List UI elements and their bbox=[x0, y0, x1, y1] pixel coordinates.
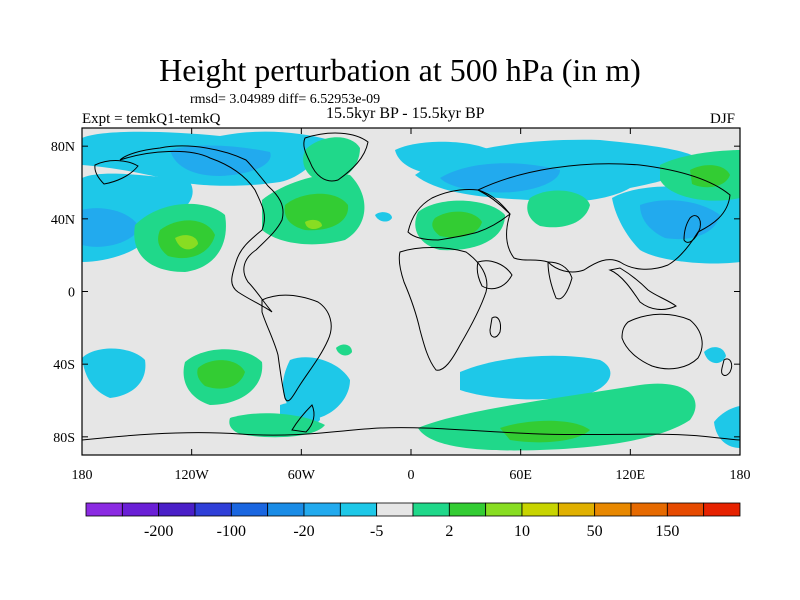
colorbar-label: 50 bbox=[587, 523, 603, 540]
coastlines bbox=[82, 132, 740, 441]
coast-india bbox=[547, 261, 573, 300]
coast-antarctica bbox=[82, 427, 740, 441]
colorbar-swatch bbox=[376, 502, 414, 517]
colorbar-swatch bbox=[666, 502, 705, 517]
colorbar-swatch bbox=[303, 502, 341, 517]
x-tick-label: 180 bbox=[72, 468, 93, 483]
y-tick-label: 40S bbox=[53, 358, 75, 373]
y-tick-label: 40N bbox=[51, 213, 75, 228]
colorbar-swatch bbox=[339, 502, 378, 517]
colorbar-swatch bbox=[267, 502, 305, 517]
neg-region-southern-indian bbox=[460, 355, 611, 400]
colorbar-label: -100 bbox=[217, 523, 246, 540]
x-axis: 180 120W 60W 0 60E 120E 180 bbox=[72, 128, 751, 483]
y-tick-label: 80S bbox=[53, 431, 75, 446]
x-tick-label: 60E bbox=[509, 468, 532, 483]
colorbar-swatch bbox=[85, 502, 123, 517]
pos-core-north-atlantic bbox=[284, 193, 349, 231]
pos-core-europe bbox=[432, 211, 482, 238]
x-tick-label: 60W bbox=[288, 468, 316, 483]
x-tick-label: 120E bbox=[616, 468, 646, 483]
coast-africa bbox=[398, 247, 488, 371]
colorbar-label: 2 bbox=[445, 523, 453, 540]
colorbar-label: -200 bbox=[144, 523, 173, 540]
colorbar-swatch bbox=[412, 502, 450, 517]
coast-south-america bbox=[261, 294, 332, 402]
neg-region-south-pacific-west bbox=[82, 348, 146, 398]
pos-peak-northeast-pacific bbox=[175, 235, 198, 250]
colorbar-label: 150 bbox=[655, 523, 679, 540]
x-tick-label: 120W bbox=[175, 468, 210, 483]
coast-new-zealand bbox=[721, 358, 733, 376]
pos-region-arctic-greenland bbox=[303, 137, 360, 183]
x-tick-label: 0 bbox=[408, 468, 415, 483]
coast-north-america bbox=[119, 145, 284, 313]
y-tick-label: 0 bbox=[68, 286, 75, 301]
pos-region-central-asia bbox=[527, 190, 590, 228]
colorbar-swatch bbox=[194, 502, 232, 517]
neg-core-eurasia bbox=[440, 163, 560, 193]
y-tick-label: 80N bbox=[51, 140, 75, 155]
neg-region-mid-atlantic-small bbox=[375, 212, 392, 222]
experiment-label: Expt = temkQ1-temkQ bbox=[82, 111, 221, 127]
neg-region-southeast-pacific bbox=[704, 347, 726, 364]
coast-asia bbox=[476, 163, 731, 273]
colorbar-label: -20 bbox=[293, 523, 314, 540]
coast-madagascar bbox=[489, 316, 501, 338]
pos-region-south-atlantic-small bbox=[336, 344, 352, 356]
colorbar-swatch bbox=[703, 502, 741, 517]
colorbar-swatch bbox=[121, 502, 160, 517]
coast-alaska bbox=[94, 160, 139, 185]
colorbar-label: 10 bbox=[514, 523, 530, 540]
colorbar-swatch bbox=[594, 502, 632, 517]
coast-arabia bbox=[476, 260, 513, 290]
colorbar-swatch bbox=[448, 502, 487, 517]
colorbar-swatch bbox=[630, 502, 668, 517]
stats-label: rmsd= 3.04989 diff= 6.52953e-09 bbox=[190, 92, 381, 107]
colorbar: -200 -100 -20 -5 2 10 50 150 bbox=[85, 502, 741, 540]
season-label: DJF bbox=[710, 111, 736, 127]
pos-region-southern-ocean-indian bbox=[418, 383, 696, 451]
neg-region-south-pacific-east bbox=[714, 406, 740, 448]
colorbar-swatch bbox=[485, 502, 523, 517]
colorbar-swatch bbox=[230, 502, 269, 517]
colorbar-swatch bbox=[158, 502, 196, 517]
pos-core-south-pacific bbox=[197, 360, 245, 389]
coast-japan bbox=[683, 215, 701, 243]
pos-core-north-pacific-east-asia bbox=[690, 165, 730, 188]
coast-southeast-asia bbox=[608, 267, 677, 310]
coast-greenland bbox=[303, 132, 369, 182]
colorbar-swatch bbox=[521, 502, 559, 517]
coast-australia bbox=[621, 313, 703, 370]
y-axis: 80N 40N 0 40S 80S bbox=[51, 140, 740, 446]
pos-core-southern-ocean-indian bbox=[500, 420, 590, 443]
colorbar-swatch bbox=[557, 502, 596, 517]
coast-antarctic-peninsula bbox=[291, 404, 315, 433]
pos-peak-north-atlantic bbox=[305, 219, 322, 230]
period-label: 15.5kyr BP - 15.5kyr BP bbox=[326, 105, 485, 122]
x-tick-label: 180 bbox=[730, 468, 751, 483]
colorbar-label: -5 bbox=[370, 523, 383, 540]
page-title: Height perturbation at 500 hPa (in m) bbox=[159, 52, 641, 88]
neg-core-north-pacific bbox=[82, 208, 140, 247]
